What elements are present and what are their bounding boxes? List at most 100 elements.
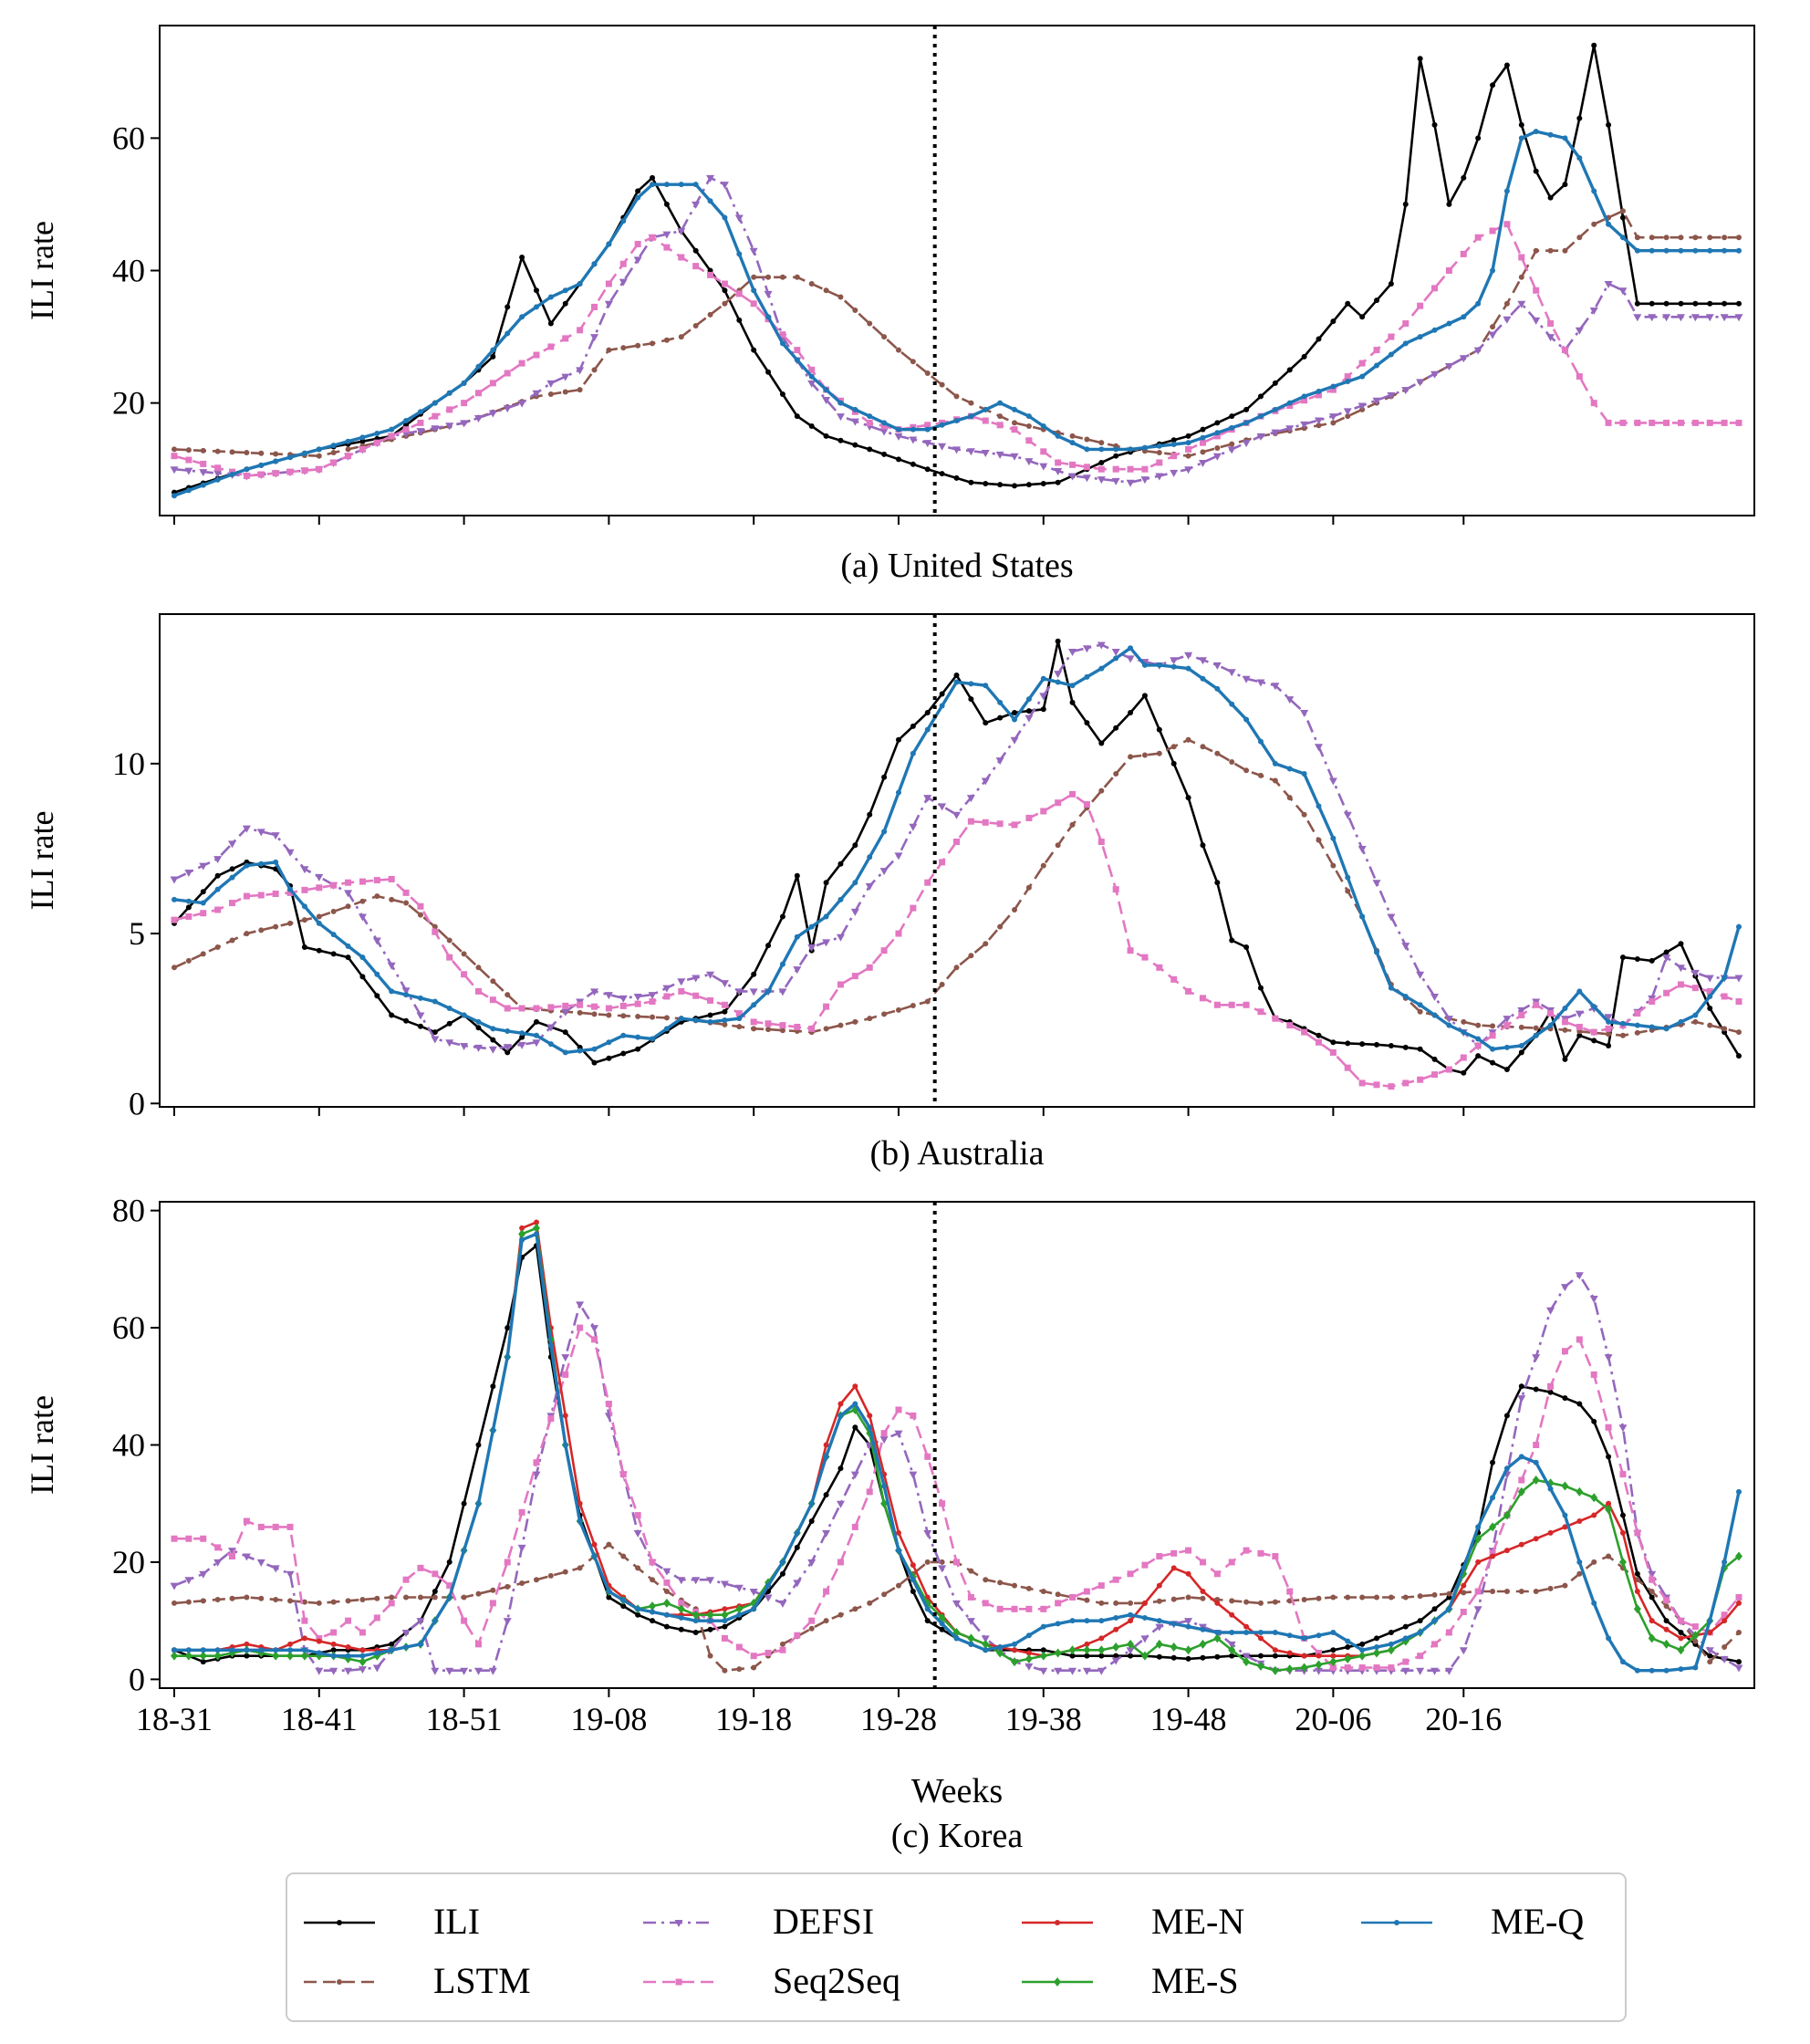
data-point xyxy=(968,696,974,703)
data-point xyxy=(330,459,338,466)
data-point xyxy=(1084,673,1090,680)
data-point xyxy=(286,1651,295,1661)
data-point xyxy=(649,998,656,1006)
data-point xyxy=(337,1979,342,1985)
data-point xyxy=(301,886,308,893)
data-point xyxy=(707,198,713,204)
data-point xyxy=(1345,1638,1351,1644)
data-point xyxy=(1358,1079,1366,1087)
data-point xyxy=(924,879,931,886)
data-point xyxy=(1054,1667,1063,1675)
data-point xyxy=(1156,443,1162,449)
data-point xyxy=(1402,320,1410,328)
data-point xyxy=(1634,235,1640,241)
data-point xyxy=(562,1049,568,1056)
data-point xyxy=(1576,1486,1584,1496)
data-point xyxy=(1345,1040,1351,1047)
data-point xyxy=(720,182,729,190)
data-point xyxy=(1040,1623,1046,1630)
data-point xyxy=(1388,1629,1394,1635)
data-point xyxy=(1374,297,1380,304)
data-point xyxy=(1039,463,1048,471)
data-point xyxy=(1344,1653,1352,1663)
data-point xyxy=(432,1594,438,1601)
data-point xyxy=(562,1029,568,1036)
data-point xyxy=(1228,1001,1235,1008)
data-point xyxy=(185,912,192,920)
data-point xyxy=(374,893,380,900)
data-point xyxy=(1128,710,1134,715)
data-point xyxy=(185,1599,192,1605)
data-point xyxy=(895,1582,901,1589)
data-point xyxy=(200,1647,206,1653)
data-point xyxy=(172,1600,177,1606)
data-point xyxy=(706,1577,715,1585)
data-point xyxy=(1402,340,1409,347)
data-point xyxy=(1055,433,1061,439)
data-point xyxy=(1707,1006,1713,1011)
data-point xyxy=(345,1653,351,1659)
data-point xyxy=(1083,801,1090,808)
data-point xyxy=(1126,1647,1135,1655)
data-point xyxy=(1272,760,1278,766)
data-point xyxy=(692,182,699,188)
data-point xyxy=(475,965,482,971)
data-point xyxy=(635,1046,641,1052)
data-point xyxy=(852,442,858,448)
data-point xyxy=(1200,1654,1206,1661)
data-point xyxy=(1619,419,1627,426)
data-point xyxy=(1156,1598,1162,1604)
data-point xyxy=(1055,638,1061,644)
data-point xyxy=(1185,665,1191,672)
data-point xyxy=(852,880,858,886)
data-point xyxy=(1329,1657,1337,1667)
data-point xyxy=(1316,422,1322,429)
data-point xyxy=(1402,1044,1409,1050)
data-point xyxy=(1461,1018,1467,1025)
data-point xyxy=(1705,1647,1714,1655)
data-point xyxy=(1707,1022,1713,1028)
data-point xyxy=(1518,1541,1524,1548)
data-point xyxy=(1330,318,1337,325)
data-point xyxy=(244,450,250,456)
series-group xyxy=(170,638,1743,1090)
data-point xyxy=(736,251,743,257)
data-point xyxy=(1430,1667,1440,1675)
data-point xyxy=(1518,135,1524,141)
data-point xyxy=(1388,1664,1395,1672)
data-point xyxy=(1229,441,1235,447)
data-point xyxy=(997,1644,1004,1651)
data-point xyxy=(1374,362,1380,369)
data-point xyxy=(547,1415,555,1423)
data-point xyxy=(1374,1635,1380,1642)
data-point xyxy=(1068,648,1077,656)
data-point xyxy=(1243,944,1250,950)
data-point xyxy=(604,300,613,308)
data-point xyxy=(1401,943,1410,951)
data-point xyxy=(489,380,496,387)
data-point xyxy=(171,453,178,460)
data-point xyxy=(1562,1056,1568,1062)
data-point xyxy=(200,900,206,906)
data-point xyxy=(895,1548,901,1554)
data-point xyxy=(446,1006,452,1011)
data-point xyxy=(1012,716,1018,723)
data-point xyxy=(1097,1645,1106,1655)
data-point xyxy=(214,886,221,892)
data-point xyxy=(1242,1653,1251,1661)
data-point xyxy=(808,923,815,930)
data-point xyxy=(1156,750,1162,756)
data-point xyxy=(1533,1442,1540,1448)
data-point xyxy=(779,391,785,397)
data-point xyxy=(1663,1597,1670,1604)
data-point xyxy=(1678,300,1684,307)
data-point xyxy=(1112,1642,1120,1653)
data-point xyxy=(431,1036,440,1044)
data-point xyxy=(1315,391,1322,399)
data-point xyxy=(996,1648,1004,1658)
data-point xyxy=(1388,1042,1394,1048)
data-point xyxy=(1127,947,1134,954)
data-point xyxy=(867,446,873,453)
data-point xyxy=(1344,1664,1351,1672)
